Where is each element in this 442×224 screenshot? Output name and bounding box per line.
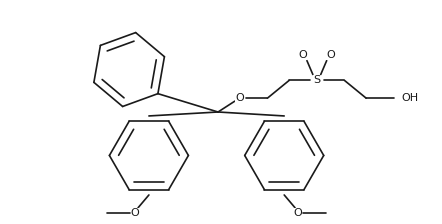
Text: O: O [131, 208, 140, 218]
Text: O: O [236, 93, 244, 103]
Text: O: O [293, 208, 302, 218]
Text: O: O [299, 50, 307, 60]
Text: OH: OH [402, 93, 419, 103]
Text: S: S [313, 75, 320, 85]
Text: O: O [326, 50, 335, 60]
